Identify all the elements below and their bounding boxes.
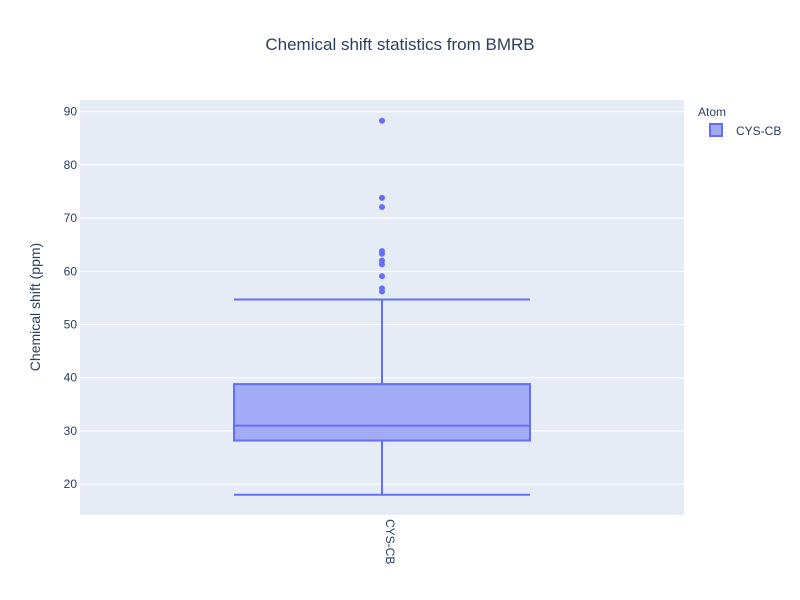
- legend-title: Atom: [698, 105, 726, 119]
- outlier-point: [379, 257, 385, 264]
- y-axis-ticks: 20 30 40 50 60 70 80 90: [64, 105, 78, 491]
- legend-label: CYS-CB: [736, 124, 781, 138]
- y-tick-label-90: 90: [64, 105, 78, 119]
- box-cys-cb: [233, 117, 531, 496]
- y-tick-label-40: 40: [64, 371, 78, 385]
- box-plot: [233, 117, 531, 496]
- y-tick-label-20: 20: [64, 477, 78, 491]
- outlier-point: [379, 117, 385, 124]
- y-tick-label-70: 70: [64, 211, 78, 225]
- legend: Atom CYS-CB: [698, 105, 781, 138]
- outlier-point: [379, 194, 385, 201]
- x-tick-label-cys-cb: CYS-CB: [383, 519, 397, 564]
- y-tick-label-80: 80: [64, 158, 78, 172]
- outlier-point: [379, 273, 385, 280]
- y-tick-label-60: 60: [64, 264, 78, 278]
- iqr-box: [233, 383, 531, 442]
- outlier-point: [379, 248, 385, 255]
- outlier-point: [379, 203, 385, 210]
- outlier-point: [379, 285, 385, 292]
- chart-title: Chemical shift statistics from BMRB: [265, 35, 534, 54]
- legend-swatch: [709, 123, 723, 137]
- legend-item-cys-cb[interactable]: CYS-CB: [709, 123, 781, 138]
- y-tick-label-30: 30: [64, 424, 78, 438]
- x-axis-ticks: CYS-CB: [383, 519, 397, 564]
- y-tick-label-50: 50: [64, 318, 78, 332]
- y-axis-title: Chemical shift (ppm): [27, 243, 43, 371]
